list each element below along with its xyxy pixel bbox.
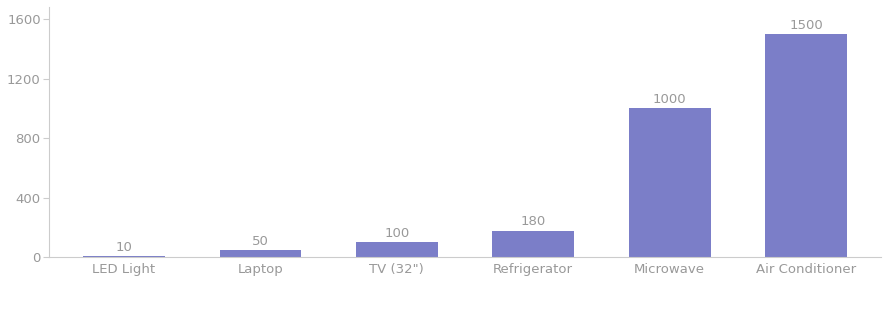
Bar [356, 243, 438, 257]
Bar [219, 250, 301, 257]
Bar [629, 108, 710, 257]
Text: 100: 100 [385, 227, 409, 240]
Bar [765, 34, 847, 257]
Text: 1500: 1500 [789, 18, 823, 32]
Bar [492, 231, 575, 257]
Text: 1000: 1000 [653, 93, 686, 106]
Bar [83, 256, 165, 257]
Text: 180: 180 [520, 215, 546, 228]
Text: 50: 50 [252, 235, 269, 248]
Text: 10: 10 [115, 241, 132, 254]
